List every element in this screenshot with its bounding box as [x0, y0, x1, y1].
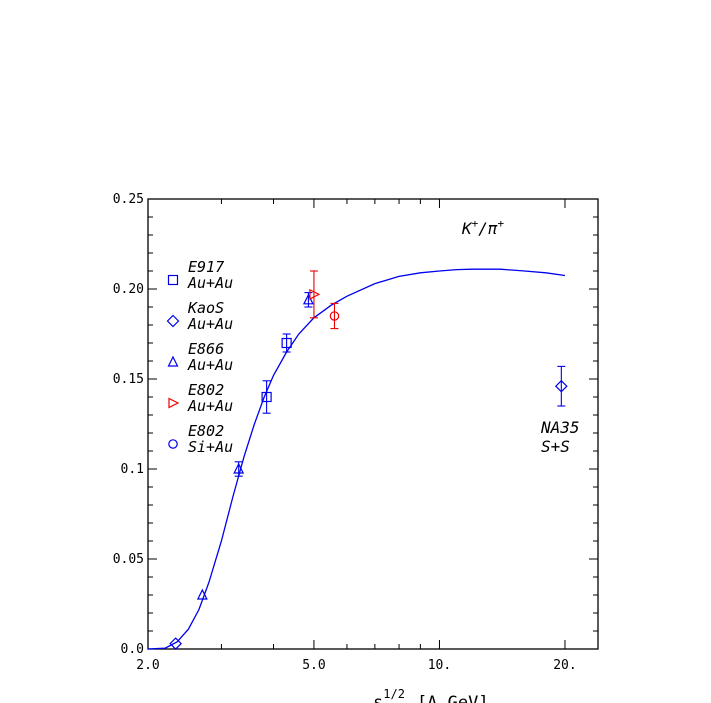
- legend-label: E917: [188, 258, 224, 276]
- data-point-circle: [329, 311, 340, 321]
- legend-sublabel: Au+Au: [187, 397, 233, 415]
- plot-frame: [147, 198, 599, 650]
- ratio-sup1: +: [472, 217, 479, 230]
- data-point-square: [281, 337, 292, 349]
- data-point-triangle-up: [302, 293, 314, 305]
- x-axis-label-rest: [A GeV]: [417, 693, 489, 703]
- data-point-triangle-up: [196, 588, 208, 600]
- x-tick-label: 2.0: [136, 658, 159, 673]
- legend-sublabel: Au+Au: [187, 274, 233, 292]
- legend-marker-triangle-right: [168, 397, 180, 409]
- model-curve: [147, 268, 566, 650]
- y-tick-label: 0.20: [113, 282, 144, 297]
- ratio-mid: /π: [478, 219, 498, 238]
- tick-labels: 0.0 0.05 0.1 0.15 0.20 0.25 2.0 5.0 10. 20.: [113, 192, 577, 673]
- x-axis-label-sup: 1/2: [383, 687, 405, 701]
- legend-marker-circle: [168, 439, 178, 449]
- legend-label: KaoS: [187, 299, 224, 317]
- legend-sublabel: Au+Au: [187, 315, 233, 333]
- data-point-triangle-right: [309, 288, 321, 300]
- data-point-triangle-up: [233, 462, 245, 474]
- data-point-square: [261, 391, 272, 403]
- legend-marker-triangle-up: [167, 355, 179, 367]
- data-point-diamond: [169, 637, 183, 650]
- y-tick-label: 0.1: [121, 462, 144, 477]
- data-point-diamond: [554, 379, 568, 393]
- x-tick-label: 5.0: [302, 658, 325, 673]
- y-tick-label: 0.05: [113, 552, 144, 567]
- x-axis-label-base: s: [373, 693, 383, 703]
- axis-ticks: [147, 199, 598, 649]
- y-tick-label: 0.25: [113, 192, 144, 207]
- data-points: [169, 270, 568, 650]
- x-axis-label: s1/2 [A GeV]: [373, 687, 489, 703]
- x-tick-label: 10.: [428, 658, 451, 673]
- legend-label: E866: [188, 340, 224, 358]
- ratio-sup2: +: [498, 217, 505, 230]
- x-tick-label: 20.: [553, 658, 576, 673]
- legend-marker-square: [167, 274, 179, 286]
- legend-label: E802: [188, 422, 224, 440]
- na35-label-line2: S+S: [541, 437, 570, 456]
- na35-label-line1: NA35: [540, 418, 580, 437]
- legend-sublabel: Si+Au: [188, 438, 233, 456]
- legend: E917Au+AuKaoSAu+AuE866Au+AuE802Au+AuE802…: [166, 258, 233, 456]
- y-tick-label: 0.15: [113, 372, 144, 387]
- ratio-base: K: [461, 219, 473, 238]
- y-tick-label: 0.0: [121, 642, 144, 657]
- legend-marker-diamond: [166, 314, 180, 328]
- legend-label: E802: [188, 381, 224, 399]
- ratio-annotation: K+/π+: [461, 217, 505, 238]
- legend-sublabel: Au+Au: [187, 356, 233, 374]
